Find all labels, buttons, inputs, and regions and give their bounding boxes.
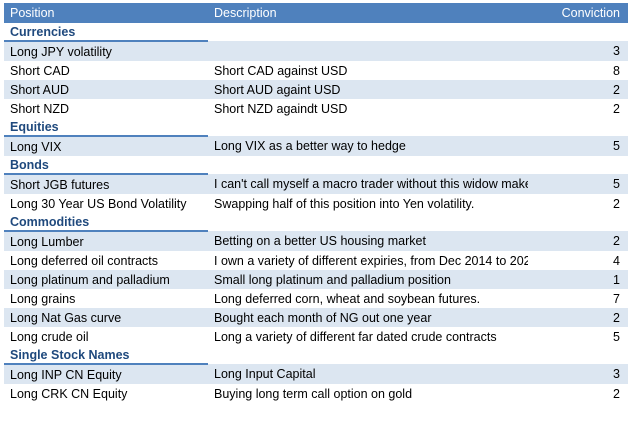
position-cell: Long grains: [4, 289, 208, 308]
description-cell: I can't call myself a macro trader witho…: [208, 174, 528, 194]
conviction-cell: 7: [528, 289, 628, 308]
table-row: Short JGB futures I can't call myself a m…: [4, 174, 628, 194]
position-cell: Long Nat Gas curve: [4, 308, 208, 327]
table-row: Long Nat Gas curve Bought each month of N…: [4, 308, 628, 327]
table-row: Short AUD Short AUD againt USD 2: [4, 80, 628, 99]
description-cell: Short CAD against USD: [208, 61, 528, 80]
conviction-cell: 2: [528, 99, 628, 118]
category-spacer: [528, 346, 628, 364]
category-spacer: [528, 213, 628, 231]
description-cell: Small long platinum and palladium positi…: [208, 270, 528, 289]
category-row: Currencies: [4, 23, 628, 42]
category-label: Commodities: [4, 213, 208, 232]
table-row: Long crude oil Long a variety of differen…: [4, 327, 628, 346]
description-cell: I own a variety of different expiries, f…: [208, 251, 528, 270]
table-row: Long platinum and palladium Small long pl…: [4, 270, 628, 289]
description-cell: Long a variety of different far dated cr…: [208, 327, 528, 346]
position-cell: Short CAD: [4, 61, 208, 80]
position-cell: Long CRK CN Equity: [4, 384, 208, 403]
table-row: Long VIX Long VIX as a better way to hedg…: [4, 136, 628, 156]
category-spacer: [208, 156, 528, 174]
description-cell: Bought each month of NG out one year: [208, 308, 528, 327]
position-cell: Long Lumber: [4, 231, 208, 251]
description-cell: Swapping half of this position into Yen …: [208, 194, 528, 213]
conviction-cell: 1: [528, 270, 628, 289]
position-cell: Long 30 Year US Bond Volatility: [4, 194, 208, 213]
conviction-cell: 4: [528, 251, 628, 270]
table-row: Long Lumber Betting on a better US housin…: [4, 231, 628, 251]
category-spacer: [208, 213, 528, 231]
header-conviction: Conviction: [528, 3, 628, 23]
category-spacer: [528, 156, 628, 174]
category-spacer: [208, 346, 528, 364]
header-row: Position Description Conviction: [4, 3, 628, 23]
description-cell: Betting on a better US housing market: [208, 231, 528, 251]
table-row: Short CAD Short CAD against USD 8: [4, 61, 628, 80]
table-row: Long INP CN Equity Long Input Capital 3: [4, 364, 628, 384]
conviction-cell: 3: [528, 364, 628, 384]
table-row: Long 30 Year US Bond Volatility Swapping …: [4, 194, 628, 213]
conviction-cell: 5: [528, 327, 628, 346]
table-body: Currencies Long JPY volatility 3 Short CAD S…: [4, 23, 628, 403]
position-cell: Long crude oil: [4, 327, 208, 346]
position-cell: Short AUD: [4, 80, 208, 99]
category-label: Equities: [4, 118, 208, 137]
conviction-cell: 3: [528, 41, 628, 61]
conviction-cell: 2: [528, 80, 628, 99]
position-cell: Long INP CN Equity: [4, 364, 208, 384]
conviction-cell: 2: [528, 231, 628, 251]
table-row: Long CRK CN Equity Buying long term call …: [4, 384, 628, 403]
position-cell: Long VIX: [4, 136, 208, 156]
category-spacer: [208, 23, 528, 41]
table-row: Long deferred oil contracts I own a varie…: [4, 251, 628, 270]
category-label: Currencies: [4, 23, 208, 42]
conviction-cell: 5: [528, 174, 628, 194]
category-row: Single Stock Names: [4, 346, 628, 365]
description-cell: Long VIX as a better way to hedge: [208, 136, 528, 156]
description-cell: Short AUD againt USD: [208, 80, 528, 99]
description-cell: Long deferred corn, wheat and soybean fu…: [208, 289, 528, 308]
description-cell: Long Input Capital: [208, 364, 528, 384]
category-label: Single Stock Names: [4, 346, 208, 365]
category-row: Bonds: [4, 156, 628, 175]
category-spacer: [528, 118, 628, 136]
category-label: Bonds: [4, 156, 208, 175]
category-row: Commodities: [4, 213, 628, 232]
table-row: Short NZD Short NZD againdt USD 2: [4, 99, 628, 118]
header-position: Position: [4, 3, 208, 23]
position-cell: Long deferred oil contracts: [4, 251, 208, 270]
description-cell: Short NZD againdt USD: [208, 99, 528, 118]
category-spacer: [528, 23, 628, 41]
position-cell: Long platinum and palladium: [4, 270, 208, 289]
conviction-cell: 5: [528, 136, 628, 156]
position-cell: Long JPY volatility: [4, 41, 208, 61]
conviction-cell: 8: [528, 61, 628, 80]
position-cell: Short NZD: [4, 99, 208, 118]
header-description: Description: [208, 3, 528, 23]
conviction-cell: 2: [528, 308, 628, 327]
conviction-cell: 2: [528, 194, 628, 213]
category-spacer: [208, 118, 528, 136]
positions-table: Position Description Conviction Currenci…: [4, 3, 628, 403]
description-cell: [208, 41, 528, 61]
position-cell: Short JGB futures: [4, 174, 208, 194]
conviction-cell: 2: [528, 384, 628, 403]
table-row: Long JPY volatility 3: [4, 41, 628, 61]
category-row: Equities: [4, 118, 628, 137]
description-cell: Buying long term call option on gold: [208, 384, 528, 403]
positions-table-container: Position Description Conviction Currenci…: [4, 3, 628, 403]
table-row: Long grains Long deferred corn, wheat and…: [4, 289, 628, 308]
